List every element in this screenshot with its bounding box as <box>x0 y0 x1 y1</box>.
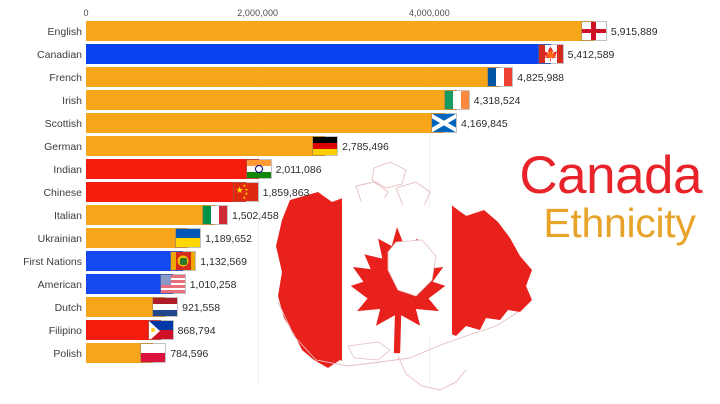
title-canada: Canada <box>519 146 702 205</box>
bar-row: Polish 784,596 <box>0 342 720 365</box>
bar-category-label: Indian <box>53 163 82 176</box>
bar-value-label: 921,558 <box>182 301 221 314</box>
bar-category-label: Scottish <box>44 117 82 130</box>
bar-value-label: 4,825,988 <box>517 71 565 84</box>
bar-category-label: Chinese <box>43 186 82 199</box>
x-axis-tick-label: 2,000,000 <box>237 8 279 18</box>
bar-value-label: 4,169,845 <box>460 117 508 130</box>
x-axis-tick-label: 4,000,000 <box>408 8 450 18</box>
map-outline-south <box>277 301 519 391</box>
bar-row: French 4,825,988 <box>0 66 720 89</box>
bar-row: Dutch 921,558 <box>0 296 720 319</box>
ireland-flag <box>443 90 470 110</box>
bar-value-label: 2,785,496 <box>342 140 389 153</box>
usa-flag <box>159 274 186 294</box>
map-water <box>347 239 437 361</box>
bar <box>86 113 444 133</box>
bar-category-label: Canadian <box>37 48 82 61</box>
bar-category-label: First Nations <box>23 255 82 268</box>
bar-row: Scottish 4,169,845 <box>0 112 720 135</box>
bar-category-label: English <box>47 25 82 38</box>
bar <box>86 228 189 248</box>
bar-value-label: 2,011,086 <box>275 163 322 176</box>
bar-value-label: 1,189,652 <box>205 232 252 245</box>
bar-row: Indian 2,011,086 <box>0 158 720 181</box>
ukraine-flag <box>175 228 202 248</box>
england-flag <box>580 21 607 41</box>
bar <box>86 274 173 294</box>
bar-category-label: American <box>37 278 82 291</box>
bar-row: Irish 4,318,524 <box>0 89 720 112</box>
gridline <box>257 20 259 384</box>
bar-value-label: 5,915,889 <box>610 25 658 38</box>
bar-category-label: Ukrainian <box>37 232 82 245</box>
germany-flag <box>312 136 339 156</box>
bar-category-label: Polish <box>53 347 82 360</box>
bar-value-label: 868,794 <box>177 324 216 337</box>
bar-rows: English 5,915,889 Canadian 🍁 5,412,589 French… <box>0 20 720 386</box>
first-nations-flag <box>170 251 197 271</box>
bar <box>86 251 184 271</box>
italy-flag <box>201 205 228 225</box>
india-flag <box>245 159 272 179</box>
bar-row: Italian 1,502,458 <box>0 204 720 227</box>
poland-flag <box>140 343 167 363</box>
bar-category-label: Italian <box>53 209 82 222</box>
bar <box>86 297 166 317</box>
scotland-flag <box>430 113 457 133</box>
bar <box>86 67 501 87</box>
bar-value-label: 784,596 <box>170 347 209 360</box>
bar-row: Canadian 🍁 5,412,589 <box>0 43 720 66</box>
bar-value-label: 4,318,524 <box>473 94 521 107</box>
bar <box>86 205 215 225</box>
bar-value-label: 5,412,589 <box>567 48 615 61</box>
bar-category-label: French <box>49 71 82 84</box>
bar-row: Filipino 868,794 <box>0 319 720 342</box>
china-flag: ★ ★ ★ ★ ★ <box>232 182 259 202</box>
bar-value-label: 1,502,458 <box>231 209 279 222</box>
bar-row: Chinese ★ ★ ★ ★ ★ 1,859,863 <box>0 181 720 204</box>
bar-row: German 2,785,496 <box>0 135 720 158</box>
gridline <box>429 20 431 384</box>
bar-row: American 1,010,258 <box>0 273 720 296</box>
x-axis-tick-label: 0 <box>83 8 89 18</box>
bar-value-label: 1,859,863 <box>262 186 310 199</box>
bar-category-label: Dutch <box>54 301 82 314</box>
bar-value-label: 1,010,258 <box>189 278 237 291</box>
canada-flag: 🍁 <box>537 44 564 64</box>
bar <box>86 343 154 363</box>
bar <box>86 90 457 110</box>
bar-category-label: German <box>44 140 82 153</box>
bar <box>86 182 246 202</box>
bar <box>86 320 161 340</box>
bar <box>86 136 326 156</box>
chart-title-block: Canada Ethnicity <box>519 146 702 246</box>
bar-category-label: Irish <box>62 94 82 107</box>
title-ethnicity: Ethnicity <box>543 199 696 246</box>
philippines-flag <box>147 320 174 340</box>
france-flag <box>487 67 514 87</box>
bar <box>86 21 594 41</box>
bar-category-label: Filipino <box>48 324 82 337</box>
bar <box>86 44 551 64</box>
netherlands-flag <box>152 297 179 317</box>
canada-map <box>270 160 560 404</box>
bar-value-label: 1,132,569 <box>200 255 247 268</box>
bar <box>86 159 259 179</box>
bar-row: Ukrainian 1,189,652 <box>0 227 720 250</box>
bar-row: First Nations 1,132,569 <box>0 250 720 273</box>
bar-row: English 5,915,889 <box>0 20 720 43</box>
